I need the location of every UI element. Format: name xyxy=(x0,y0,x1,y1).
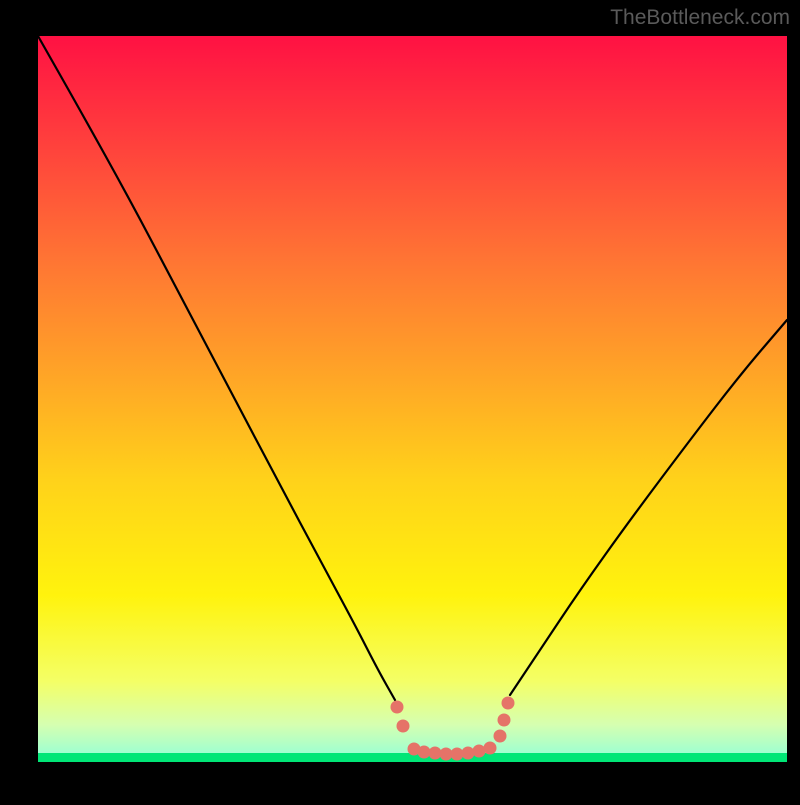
bottleneck-chart: TheBottleneck.com xyxy=(0,0,800,800)
scatter-dot xyxy=(473,745,486,758)
scatter-dot xyxy=(397,720,410,733)
scatter-dot xyxy=(429,747,442,760)
chart-svg xyxy=(0,0,800,800)
watermark-label: TheBottleneck.com xyxy=(610,6,790,30)
scatter-dot xyxy=(498,714,511,727)
scatter-dot xyxy=(451,748,464,761)
scatter-dot xyxy=(462,747,475,760)
scatter-dot xyxy=(494,730,507,743)
gradient-area xyxy=(38,36,787,753)
scatter-dot xyxy=(418,746,431,759)
scatter-dot xyxy=(484,742,497,755)
scatter-dot xyxy=(502,697,515,710)
scatter-dot xyxy=(391,701,404,714)
